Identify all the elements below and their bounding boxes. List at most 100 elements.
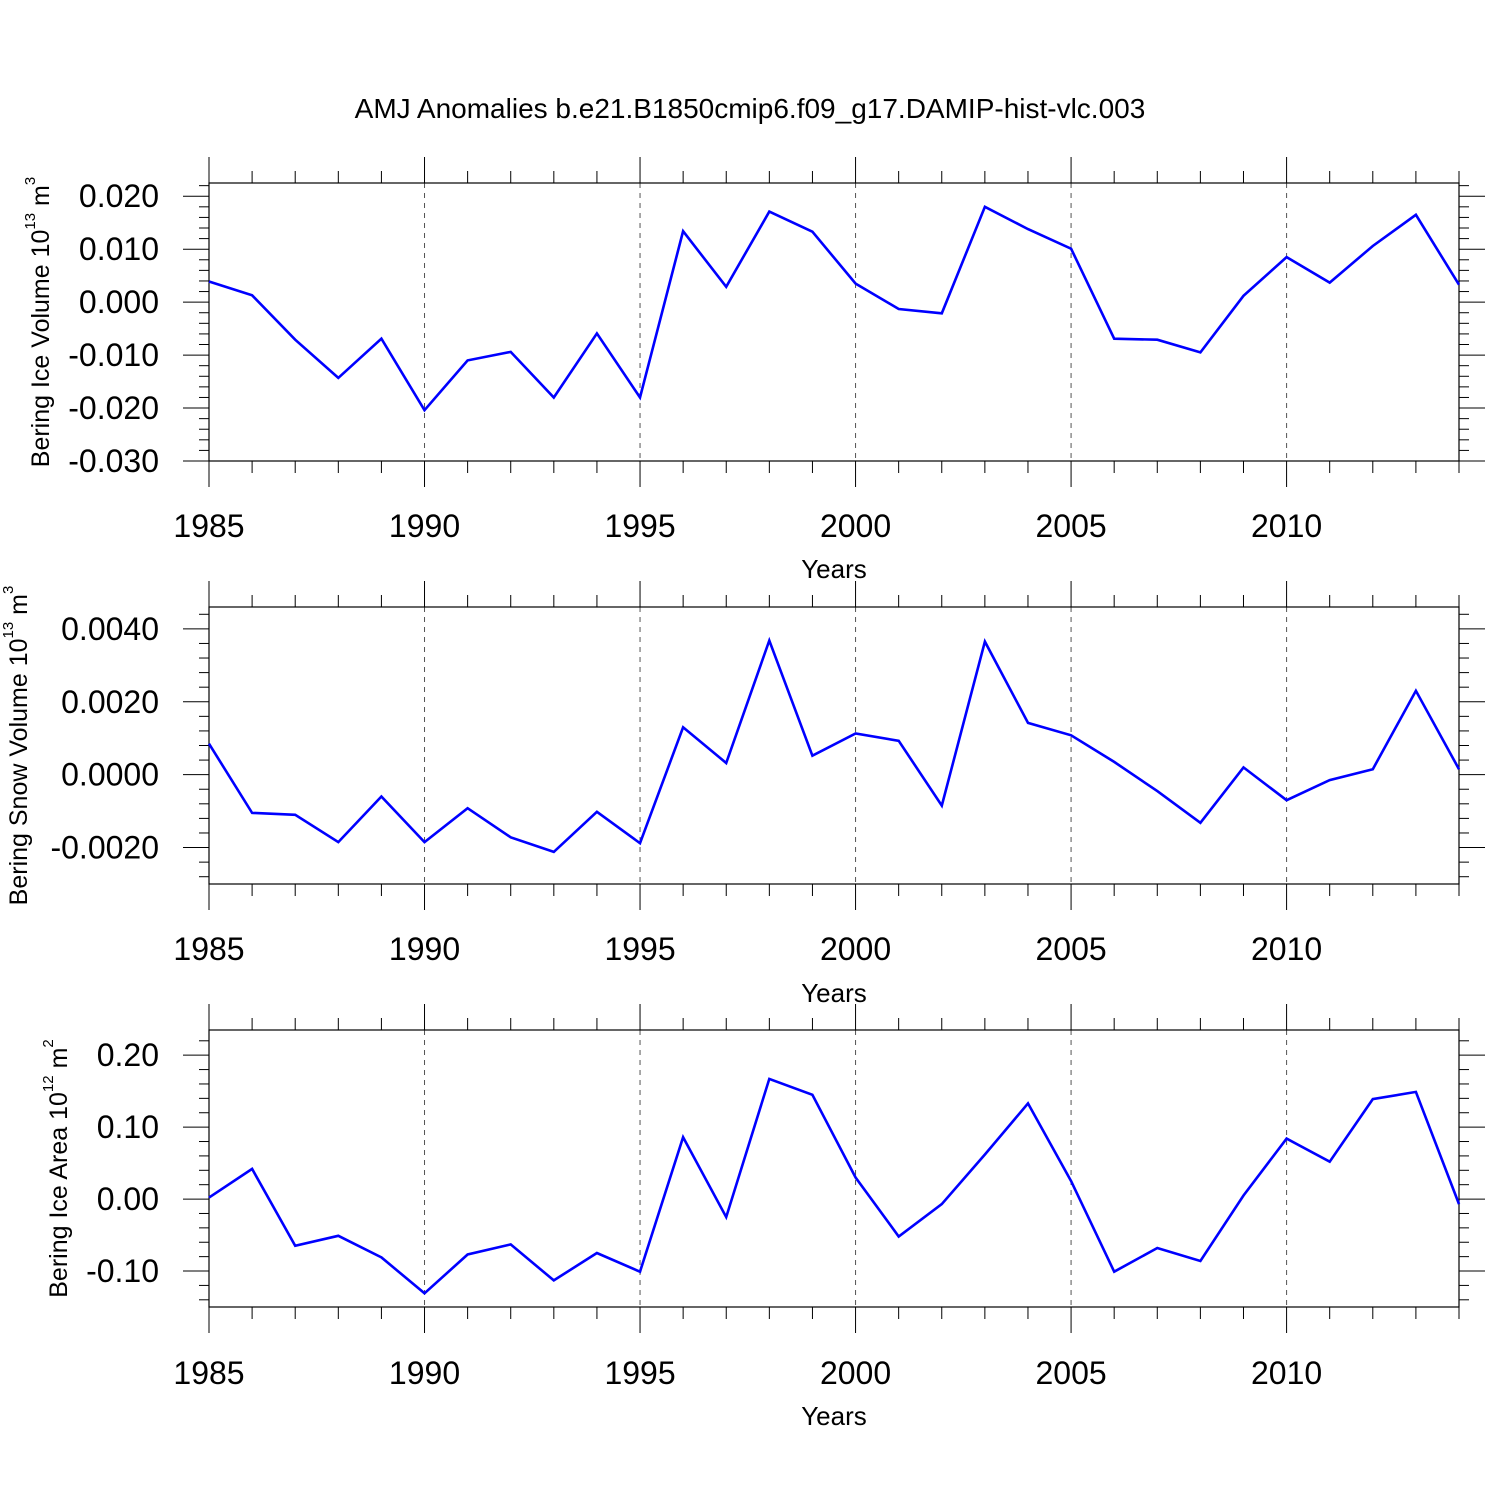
data-point	[638, 1270, 642, 1274]
data-point	[1371, 767, 1375, 771]
data-point	[1241, 294, 1245, 298]
data-point	[724, 761, 728, 765]
data-point	[1069, 733, 1073, 737]
data-point	[379, 1255, 383, 1259]
data-point	[1112, 760, 1116, 764]
data-point	[983, 1152, 987, 1156]
data-point	[983, 640, 987, 644]
data-point	[767, 1077, 771, 1081]
data-point	[595, 331, 599, 335]
panel-ice-area: -0.10 0.00 0.10 0.20 1985 1990 1995 2000 2005 201…	[40, 1004, 1485, 1431]
data-point	[293, 813, 297, 817]
data-point	[1457, 283, 1461, 287]
data-point	[638, 395, 642, 399]
data-point	[1155, 338, 1159, 342]
data-point	[552, 395, 556, 399]
data-point	[1285, 255, 1289, 259]
y-axis-label-text: m	[45, 1048, 73, 1076]
data-point	[810, 1093, 814, 1097]
x-tick-label: 2005	[1035, 931, 1106, 967]
plot-frame	[208, 182, 1460, 462]
x-tick-label: 2000	[820, 1355, 891, 1391]
data-point	[638, 841, 642, 845]
y-tick-label: 0.20	[97, 1037, 159, 1073]
data-point	[767, 639, 771, 643]
data-point	[681, 229, 685, 233]
y-tick-label: 0.00	[97, 1181, 159, 1217]
data-point	[1198, 350, 1202, 354]
data-point	[595, 810, 599, 814]
panel-ice-volume: -0.030 -0.020 -0.010 0.000 0.010 0.020 1985 199…	[22, 157, 1485, 584]
y-axis-label-text: Bering Ice Area 10	[45, 1092, 73, 1298]
x-tick-label: 1985	[173, 1355, 244, 1391]
data-point	[1328, 778, 1332, 782]
data-point	[423, 1291, 427, 1295]
plot-frame	[208, 1029, 1460, 1308]
y-tick-label: 0.010	[79, 231, 159, 267]
x-axis-label: Years	[801, 554, 867, 584]
data-point	[897, 1234, 901, 1238]
data-point	[1328, 281, 1332, 285]
x-tick-label: 2010	[1251, 1355, 1322, 1391]
data-point	[854, 731, 858, 735]
data-point	[1414, 213, 1418, 217]
data-point	[336, 1234, 340, 1238]
y-tick-label: -0.030	[68, 443, 159, 479]
x-tick-label: 2010	[1251, 508, 1322, 544]
x-tick-label: 1985	[173, 508, 244, 544]
data-point	[1414, 689, 1418, 693]
data-point	[250, 811, 254, 815]
y-axis-label-superscript: 2	[40, 1039, 57, 1047]
data-point	[552, 1278, 556, 1282]
data-point	[423, 840, 427, 844]
y-tick-label: -0.0020	[50, 830, 159, 866]
y-tick-label: -0.010	[68, 337, 159, 373]
y-axis-label-text: Bering Snow Volume 10	[5, 638, 33, 905]
y-axis-label-text: m	[27, 185, 55, 213]
data-point	[1026, 721, 1030, 725]
data-point	[767, 210, 771, 214]
data-point	[1457, 1202, 1461, 1206]
data-point	[552, 850, 556, 854]
y-axis-label: Bering Ice Area 1012 m2	[40, 1039, 73, 1298]
data-point	[854, 282, 858, 286]
data-point	[1112, 337, 1116, 341]
y-tick-label: 0.0020	[61, 684, 159, 720]
data-point	[897, 739, 901, 743]
y-axis-label-superscript: 3	[22, 177, 39, 185]
data-point	[466, 806, 470, 810]
data-point	[1069, 1179, 1073, 1183]
x-tick-label: 1995	[604, 1355, 675, 1391]
y-axis-label: Bering Snow Volume 1013 m3	[0, 586, 33, 906]
x-tick-label: 1990	[389, 1355, 460, 1391]
series-line-snow-volume	[207, 636, 1461, 854]
data-point	[423, 408, 427, 412]
x-tick-label: 2010	[1251, 931, 1322, 967]
y-tick-label: -0.020	[68, 390, 159, 426]
data-point	[940, 311, 944, 315]
data-point	[940, 804, 944, 808]
data-point	[897, 307, 901, 311]
data-point	[1069, 247, 1073, 251]
y-axis-label-text: Bering Ice Volume 10	[27, 230, 55, 468]
data-point	[810, 754, 814, 758]
data-point	[466, 358, 470, 362]
y-axis-label-superscript: 3	[0, 586, 17, 594]
data-point	[1328, 1160, 1332, 1164]
panel-snow-volume: -0.0020 0.0000 0.0020 0.0040 1985 1990 1995 200…	[0, 581, 1485, 1008]
x-tick-label: 2000	[820, 931, 891, 967]
data-point	[1112, 1270, 1116, 1274]
series-line-ice-volume	[208, 204, 1461, 413]
data-point	[466, 1252, 470, 1256]
data-point	[250, 293, 254, 297]
data-point	[1155, 1246, 1159, 1250]
data-point	[1285, 798, 1289, 802]
data-point	[681, 1135, 685, 1139]
data-point	[509, 1242, 513, 1246]
data-point	[724, 285, 728, 289]
data-point	[681, 725, 685, 729]
data-point	[1241, 765, 1245, 769]
x-tick-label: 1995	[604, 508, 675, 544]
